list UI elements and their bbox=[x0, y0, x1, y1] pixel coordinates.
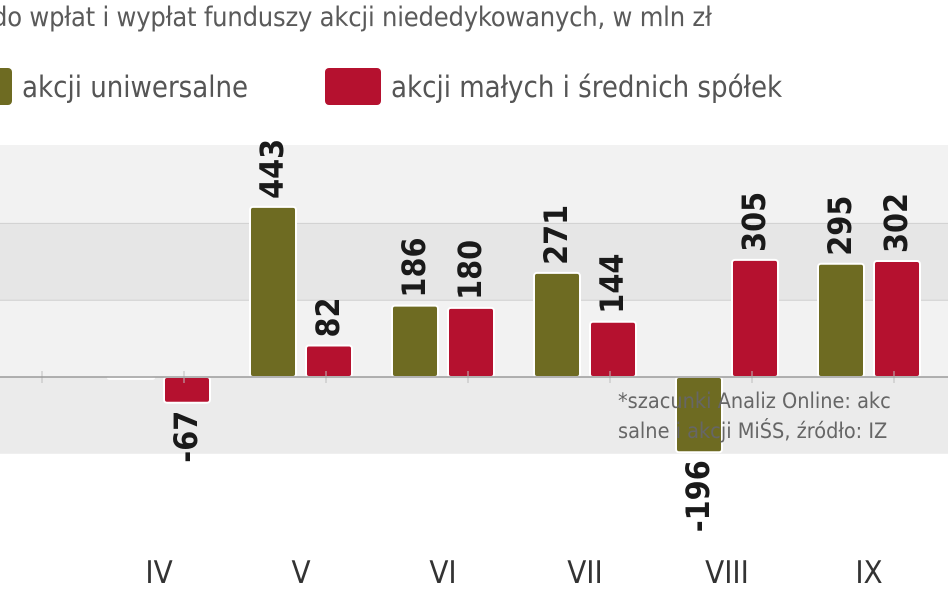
x-tick-label: IV bbox=[145, 555, 172, 591]
background-band bbox=[0, 223, 948, 301]
background-band bbox=[0, 145, 948, 224]
bars bbox=[107, 205, 921, 454]
value-label: 144 bbox=[593, 254, 631, 314]
background-band bbox=[0, 377, 948, 454]
legend-item-universal: akcji uniwersalne bbox=[0, 68, 248, 105]
legend-label-universal: akcji uniwersalne bbox=[22, 69, 249, 104]
value-label: 271 bbox=[537, 205, 575, 265]
bar-universal-ix bbox=[817, 262, 865, 378]
footnote: *szacunki Analiz Online: akc salne i akc… bbox=[618, 387, 948, 447]
value-label: 302 bbox=[877, 193, 915, 253]
value-label: -196 bbox=[679, 460, 717, 532]
bar-universal-vi bbox=[391, 304, 439, 378]
bar-universal-vii bbox=[533, 271, 581, 379]
bar-universal-v bbox=[249, 205, 297, 378]
value-label: 180 bbox=[451, 240, 489, 300]
bar-small-mid-ix bbox=[873, 260, 921, 379]
value-label: 443 bbox=[253, 139, 291, 199]
bar-small-mid-v bbox=[305, 344, 353, 378]
x-tick-label: VI bbox=[429, 555, 456, 591]
zero-axis bbox=[0, 371, 948, 383]
value-label: 82 bbox=[309, 297, 347, 337]
bar-small-mid-viii bbox=[731, 258, 779, 379]
value-label: 186 bbox=[395, 237, 433, 297]
value-label: -67 bbox=[167, 411, 205, 463]
bar-small-mid-vii bbox=[589, 320, 637, 379]
x-tick-label: IX bbox=[855, 555, 882, 591]
legend-swatch-universal bbox=[0, 68, 12, 105]
x-axis-ticks: IVVVIVIIVIIIIXX bbox=[145, 555, 882, 591]
x-tick-label: V bbox=[291, 555, 310, 591]
footnote-line-2: salne i akcji MiŚS, źródło: IZ bbox=[618, 419, 888, 444]
chart-title: do wpłat i wypłat funduszy akcji niededy… bbox=[0, 2, 712, 33]
gridlines bbox=[0, 222, 948, 301]
legend-swatch-small-mid bbox=[325, 68, 381, 105]
bar-small-mid-vi bbox=[447, 306, 495, 379]
x-tick-label: VII bbox=[567, 555, 603, 591]
legend-label-small-mid: akcji małych i średnich spółek bbox=[391, 69, 783, 104]
legend-item-small-mid: akcji małych i średnich spółek bbox=[325, 68, 782, 105]
footnote-line-1: *szacunki Analiz Online: akc bbox=[618, 389, 891, 414]
x-tick-label: VIII bbox=[705, 555, 749, 591]
value-label: 295 bbox=[821, 196, 859, 256]
bar-small-mid-iv bbox=[163, 376, 211, 404]
value-label: 305 bbox=[735, 192, 773, 252]
